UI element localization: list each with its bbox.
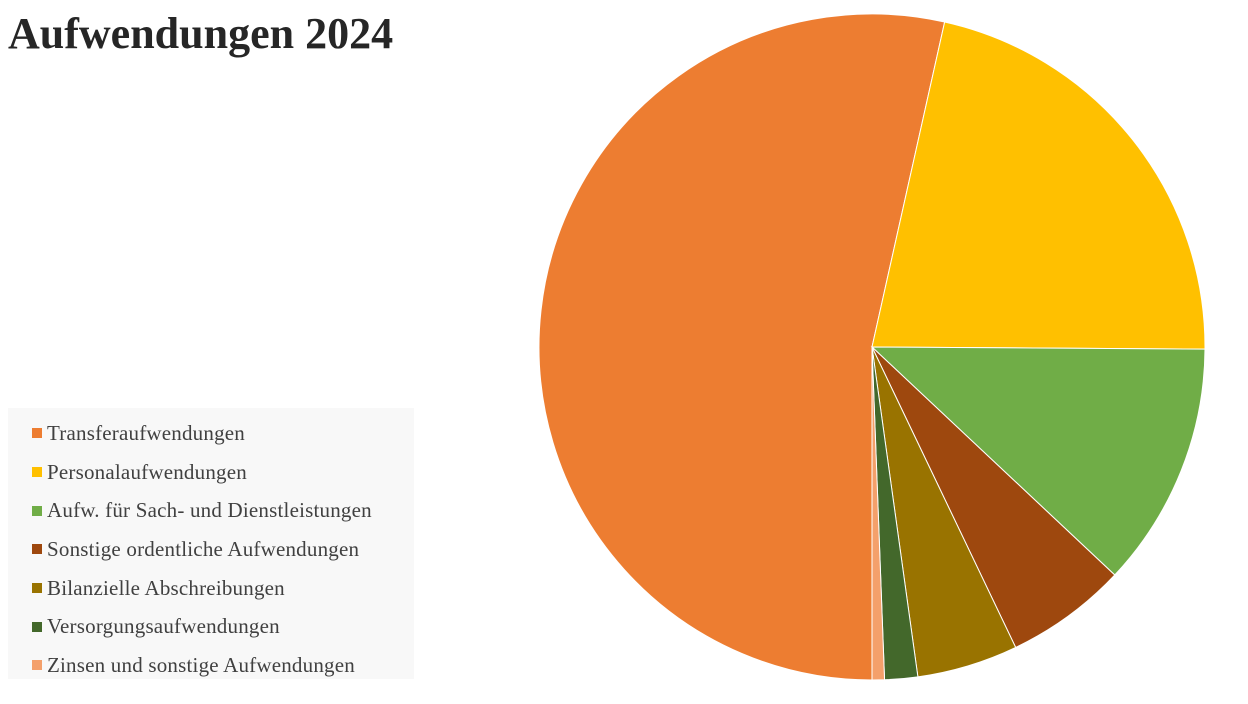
legend-label: Aufw. für Sach- und Dienstleistungen (47, 498, 372, 523)
legend-swatch (32, 583, 42, 594)
legend-swatch (32, 544, 42, 555)
legend-item: Zinsen und sonstige Aufwendungen (8, 646, 414, 685)
legend-swatch (32, 621, 42, 632)
legend-item: Bilanzielle Abschreibungen (8, 569, 414, 608)
legend-item: Transferaufwendungen (8, 414, 414, 453)
legend-label: Versorgungsaufwendungen (47, 614, 280, 639)
legend-item: Versorgungsaufwendungen (8, 607, 414, 646)
legend-label: Personalaufwendungen (47, 459, 247, 484)
legend-label: Transferaufwendungen (47, 420, 246, 445)
legend-swatch (32, 467, 42, 478)
pie-slice-2 (871, 21, 1206, 350)
legend-swatch (32, 660, 42, 671)
legend-label: Zinsen und sonstige Aufwendungen (47, 652, 355, 677)
legend-item: Personalaufwendungen (8, 453, 414, 492)
legend-label: Bilanzielle Abschreibungen (47, 575, 285, 600)
pie-slice-7 (871, 346, 886, 681)
chart-legend: Transferaufwendungen Personalaufwendungen… (8, 408, 414, 679)
pie-slice-1 (538, 13, 946, 681)
pie-slice-3 (870, 346, 1206, 576)
legend-label: Sonstige ordentliche Aufwendungen (47, 536, 360, 561)
legend-item: Aufw. für Sach- und Dienstleistungen (8, 491, 414, 530)
pie-slice-4 (871, 346, 1116, 649)
legend-swatch (32, 505, 42, 516)
legend-item: Sonstige ordentliche Aufwendungen (8, 530, 414, 569)
chart-title: Aufwendungen 2024 (8, 9, 394, 58)
legend-swatch (32, 428, 42, 439)
